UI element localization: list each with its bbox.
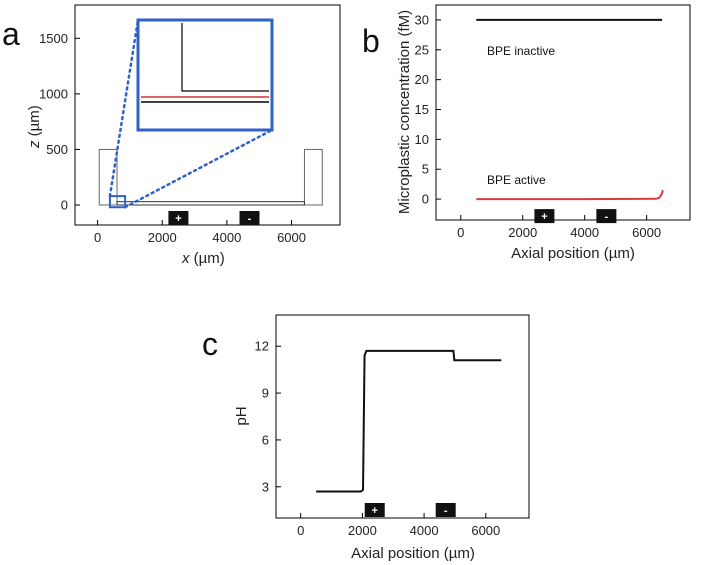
panel-c-xtick-label: 2000 [348, 523, 377, 538]
panel-c: pH Axial position (µm) 0 2000 4000 6000 3 6 9 1… [233, 314, 530, 562]
panel-b-electrode-anode [534, 209, 555, 224]
panel-b-frame [435, 4, 691, 221]
panel-c-electrode-sign: + [372, 505, 378, 517]
panel-b: Microplastic concentration (fM) Axial po… [396, 4, 691, 262]
panel-a-electrode-anode [168, 211, 189, 225]
microchannel [116, 201, 305, 206]
panel-a-ylabel: z (µm) [26, 105, 43, 149]
panel-a-electrode-sign: + [175, 213, 181, 225]
panel-letter-a: a [2, 16, 20, 52]
panel-a-ytick-label: 0 [61, 198, 68, 213]
reservoir-left [98, 148, 118, 206]
panel-c-xlabel: Axial position (µm) [351, 545, 475, 562]
panel-b-ytick-label: 0 [422, 192, 429, 207]
panel-b-electrode-sign: - [605, 211, 609, 223]
panel-a-frame [74, 4, 341, 226]
panel-b-ytick-label: 15 [415, 102, 429, 117]
panel-a-xtick-label: 2000 [148, 230, 177, 245]
zoom-region-box [108, 195, 127, 209]
panel-c-electrode-cathode [435, 503, 456, 517]
panel-b-xtick-label: 4000 [570, 225, 599, 240]
panel-b-ytick-label: 25 [415, 42, 429, 57]
panel-b-series-line-1 [476, 189, 664, 201]
reservoir-right [303, 148, 323, 206]
panel-b-ytick-label: 30 [415, 12, 429, 27]
panel-a-xtick-label: 0 [94, 230, 101, 245]
panel-a-electrode-cathode [239, 211, 260, 225]
panel-b-ytick-label: 20 [415, 72, 429, 87]
panel-b-xtick-label: 2000 [508, 225, 537, 240]
zoom-connector-line [123, 128, 274, 209]
panel-a-xtick-label: 6000 [277, 230, 306, 245]
panel-a-xlabel: x (µm) [181, 250, 225, 267]
panel-a-ytick-label: 1500 [39, 31, 68, 46]
panel-c-ytick-label: 12 [255, 339, 269, 354]
panel-a-xtick-label: 4000 [212, 230, 241, 245]
zoom-connector-line [108, 18, 140, 198]
panel-b-xlabel: Axial position (µm) [511, 245, 635, 262]
panel-b-xtick-label: 0 [457, 225, 464, 240]
panel-a-electrode-sign: - [248, 213, 252, 225]
panel-c-series-line-0 [316, 349, 502, 493]
zoom-inset-frame [136, 18, 274, 132]
legend-label-bpe-active: BPE active [487, 173, 546, 187]
panel-c-xtick-label: 6000 [471, 523, 500, 538]
inset-reservoir-wall [181, 23, 269, 92]
panel-a-ytick-label: 500 [46, 142, 68, 157]
panel-a: z (µm) x (µm) 0 2000 4000 6000 0 500 1000 1500 +… [26, 4, 341, 267]
panel-c-ytick-label: 3 [262, 479, 269, 494]
panel-c-electrode-sign: - [444, 505, 448, 517]
panel-b-ylabel: Microplastic concentration (fM) [396, 10, 413, 214]
panel-b-electrode-cathode [596, 209, 617, 224]
panel-c-ytick-label: 6 [262, 432, 269, 447]
legend-label-bpe-inactive: BPE inactive [487, 44, 555, 58]
panel-b-ytick-label: 10 [415, 132, 429, 147]
panel-b-electrode-sign: + [541, 211, 547, 223]
panel-c-frame [275, 314, 530, 519]
panel-c-electrode-anode [364, 503, 385, 517]
panel-c-ylabel: pH [233, 406, 250, 425]
panel-b-ytick-label: 5 [422, 162, 429, 177]
panel-letter-c: c [202, 326, 218, 362]
panel-letter-b: b [362, 23, 380, 59]
panel-c-xtick-label: 0 [297, 523, 304, 538]
panel-b-xtick-label: 6000 [632, 225, 661, 240]
panel-c-xtick-label: 4000 [410, 523, 439, 538]
panel-c-ytick-label: 9 [262, 386, 269, 401]
panel-a-ytick-label: 1000 [39, 86, 68, 101]
